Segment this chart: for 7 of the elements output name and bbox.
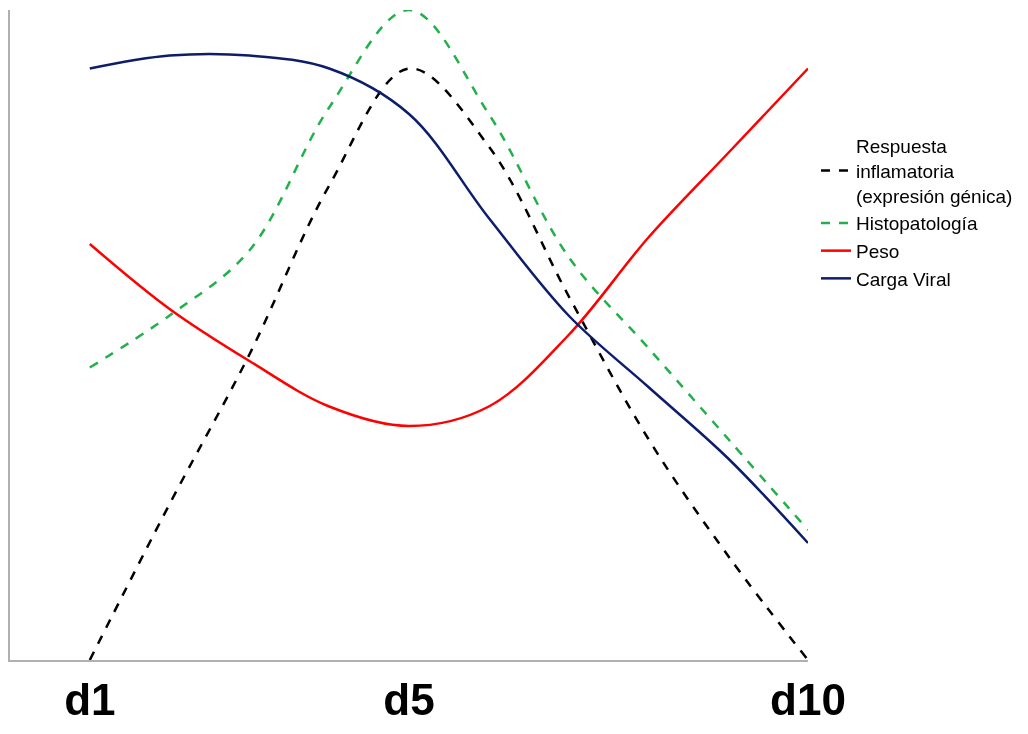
legend-label: Histopatología: [855, 213, 978, 235]
legend-label: Carga Viral: [855, 268, 951, 290]
x-tick-label: d10: [770, 674, 846, 724]
x-tick-label: d1: [64, 674, 116, 724]
x-tick-label: d5: [383, 674, 435, 724]
legend-label: Peso: [855, 241, 900, 263]
legend-label: Respuesta inflamatoria (expresión génica): [855, 136, 1013, 207]
